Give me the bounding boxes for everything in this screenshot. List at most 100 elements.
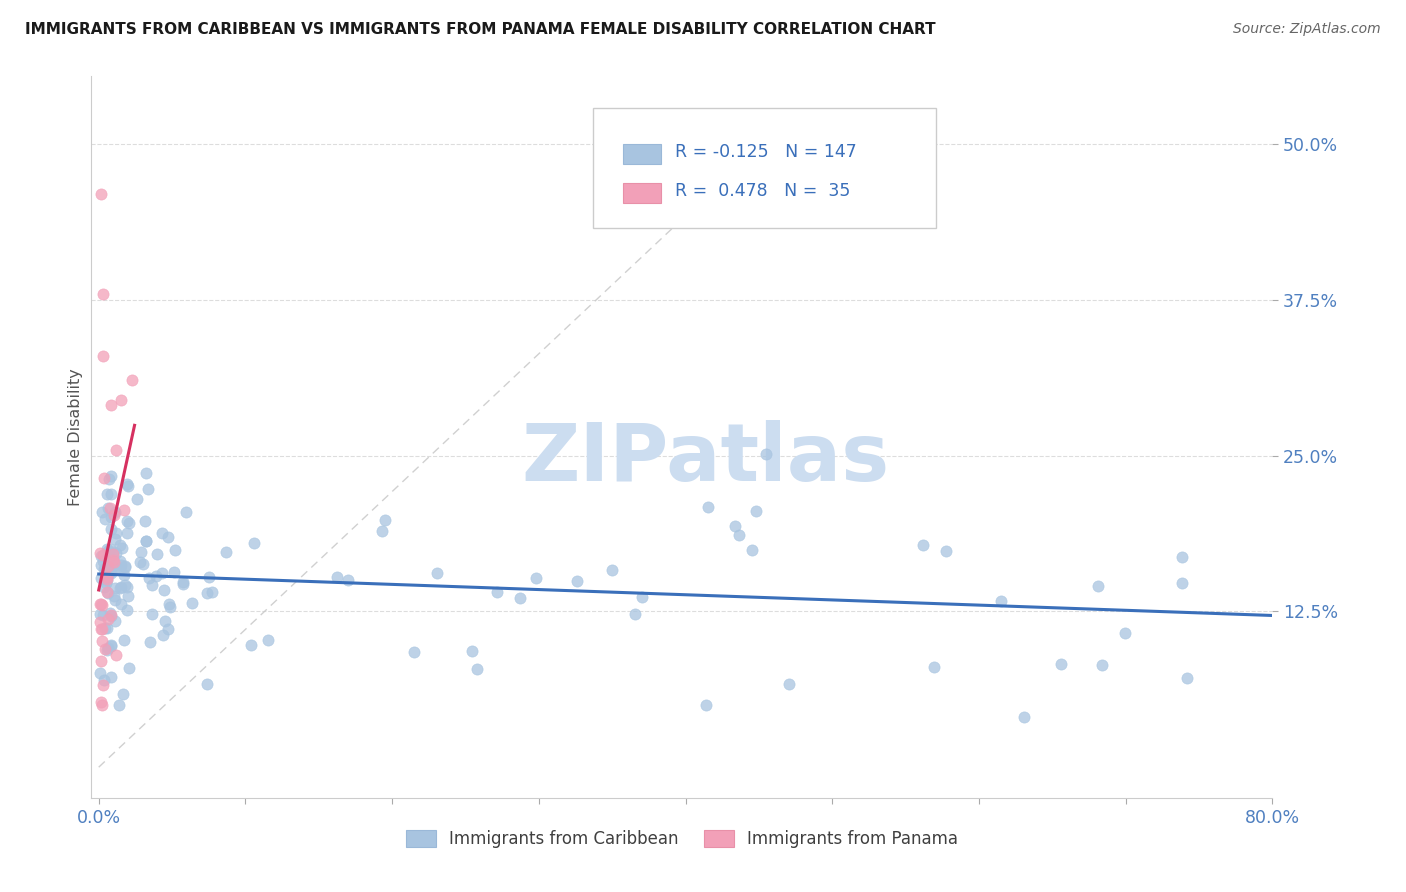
Immigrants from Caribbean xyxy=(141,607,163,621)
FancyBboxPatch shape xyxy=(593,108,936,227)
Immigrants from Panama xyxy=(90,622,112,636)
Immigrants from Caribbean xyxy=(104,505,127,519)
Immigrants from Caribbean xyxy=(117,526,139,541)
Immigrants from Panama xyxy=(103,556,125,570)
Immigrants from Panama xyxy=(112,503,135,517)
Immigrants from Panama xyxy=(90,623,112,637)
Immigrants from Caribbean xyxy=(426,566,449,581)
Immigrants from Caribbean xyxy=(156,622,179,636)
Immigrants from Caribbean xyxy=(326,570,349,584)
Immigrants from Caribbean xyxy=(195,677,218,691)
Immigrants from Caribbean xyxy=(93,673,115,688)
Immigrants from Caribbean xyxy=(159,599,181,614)
Immigrants from Caribbean xyxy=(97,640,120,655)
Immigrants from Caribbean xyxy=(115,603,138,617)
Immigrants from Caribbean xyxy=(172,576,194,591)
Text: Source: ZipAtlas.com: Source: ZipAtlas.com xyxy=(1233,22,1381,37)
Immigrants from Caribbean xyxy=(98,542,121,557)
FancyBboxPatch shape xyxy=(623,145,661,164)
Immigrants from Caribbean xyxy=(935,544,957,558)
Immigrants from Caribbean xyxy=(93,561,115,575)
Immigrants from Caribbean xyxy=(93,561,115,575)
Immigrants from Caribbean xyxy=(138,571,160,585)
Immigrants from Panama xyxy=(89,615,111,629)
Immigrants from Caribbean xyxy=(96,642,118,657)
Immigrants from Panama xyxy=(97,612,120,626)
Immigrants from Caribbean xyxy=(115,514,138,528)
Immigrants from Caribbean xyxy=(195,586,218,600)
Immigrants from Panama xyxy=(90,654,112,668)
Immigrants from Caribbean xyxy=(110,597,132,611)
Immigrants from Caribbean xyxy=(695,698,717,712)
Immigrants from Caribbean xyxy=(990,594,1012,608)
Immigrants from Caribbean xyxy=(153,614,176,628)
Immigrants from Panama xyxy=(90,695,112,709)
Immigrants from Caribbean xyxy=(97,544,120,558)
Immigrants from Caribbean xyxy=(129,545,152,559)
Immigrants from Caribbean xyxy=(135,533,157,548)
Immigrants from Caribbean xyxy=(755,447,778,461)
Immigrants from Caribbean xyxy=(215,544,238,558)
Immigrants from Caribbean xyxy=(94,621,117,635)
Immigrants from Panama xyxy=(93,471,115,485)
Immigrants from Caribbean xyxy=(129,555,152,569)
Immigrants from Caribbean xyxy=(163,543,186,558)
Immigrants from Panama xyxy=(96,572,118,586)
Immigrants from Caribbean xyxy=(114,558,136,573)
Immigrants from Panama xyxy=(90,187,112,202)
Immigrants from Caribbean xyxy=(201,584,224,599)
Immigrants from Caribbean xyxy=(112,633,135,648)
Immigrants from Caribbean xyxy=(135,533,157,548)
Immigrants from Caribbean xyxy=(1087,579,1109,593)
Immigrants from Caribbean xyxy=(103,552,125,566)
Immigrants from Caribbean xyxy=(100,639,122,653)
Immigrants from Caribbean xyxy=(108,538,131,552)
Immigrants from Caribbean xyxy=(600,563,623,577)
Immigrants from Caribbean xyxy=(723,519,745,533)
Immigrants from Caribbean xyxy=(181,596,204,610)
FancyBboxPatch shape xyxy=(623,183,661,202)
Immigrants from Caribbean xyxy=(100,469,122,483)
Immigrants from Caribbean xyxy=(922,660,945,674)
Immigrants from Panama xyxy=(91,698,114,712)
Immigrants from Caribbean xyxy=(1012,710,1035,724)
Immigrants from Caribbean xyxy=(104,582,127,596)
Immigrants from Panama xyxy=(96,584,118,599)
Immigrants from Panama xyxy=(100,398,122,412)
Immigrants from Caribbean xyxy=(90,571,112,585)
Immigrants from Caribbean xyxy=(1171,575,1194,590)
Immigrants from Caribbean xyxy=(371,524,394,538)
Immigrants from Panama xyxy=(121,373,143,387)
Immigrants from Caribbean xyxy=(134,514,156,528)
Immigrants from Caribbean xyxy=(1171,549,1194,564)
Immigrants from Caribbean xyxy=(114,560,136,574)
Immigrants from Caribbean xyxy=(96,541,118,556)
Immigrants from Caribbean xyxy=(100,670,122,684)
Immigrants from Caribbean xyxy=(728,528,751,542)
Immigrants from Caribbean xyxy=(104,593,127,607)
Immigrants from Caribbean xyxy=(90,505,112,519)
Immigrants from Caribbean xyxy=(465,662,488,676)
Immigrants from Caribbean xyxy=(139,635,162,649)
Immigrants from Caribbean xyxy=(150,525,173,540)
Immigrants from Panama xyxy=(101,547,124,561)
Immigrants from Caribbean xyxy=(96,576,118,591)
Text: R = -0.125   N = 147: R = -0.125 N = 147 xyxy=(675,144,856,161)
Immigrants from Caribbean xyxy=(114,578,136,592)
Immigrants from Caribbean xyxy=(96,574,118,588)
Immigrants from Caribbean xyxy=(97,501,120,516)
Immigrants from Caribbean xyxy=(152,583,174,598)
Immigrants from Caribbean xyxy=(141,578,163,592)
Immigrants from Caribbean xyxy=(117,661,139,675)
Immigrants from Caribbean xyxy=(117,516,139,530)
Immigrants from Caribbean xyxy=(112,567,135,582)
Text: ZIPatlas: ZIPatlas xyxy=(522,420,890,498)
Immigrants from Caribbean xyxy=(93,580,115,594)
Immigrants from Caribbean xyxy=(105,545,128,559)
Immigrants from Caribbean xyxy=(97,586,120,600)
Immigrants from Caribbean xyxy=(156,530,179,544)
Immigrants from Caribbean xyxy=(145,547,167,561)
Immigrants from Caribbean xyxy=(101,545,124,559)
Immigrants from Caribbean xyxy=(100,608,122,623)
Immigrants from Caribbean xyxy=(336,573,359,587)
